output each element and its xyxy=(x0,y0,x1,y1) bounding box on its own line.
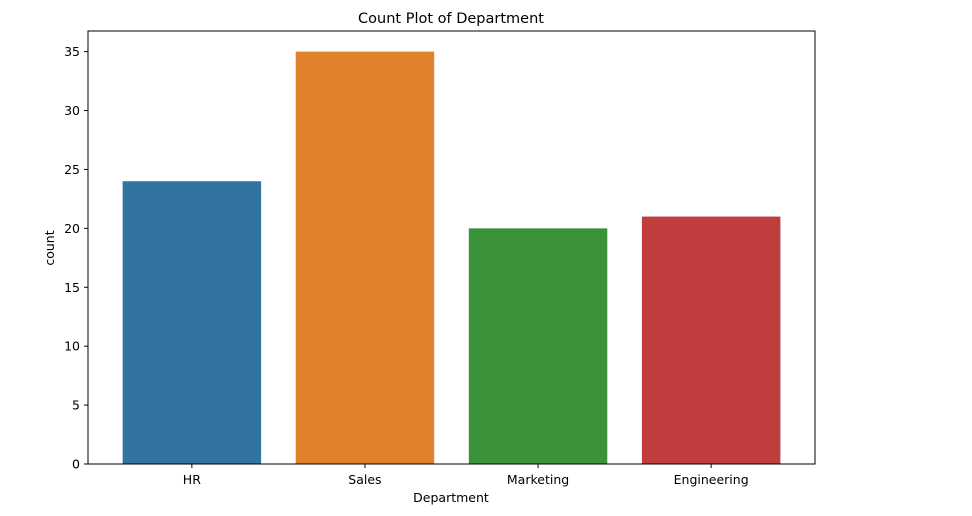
plot-frame xyxy=(87,30,816,465)
x-tick-label: Marketing xyxy=(507,472,569,487)
y-tick-label: 30 xyxy=(64,103,80,118)
y-axis: 0 5 10 15 20 25 30 35 xyxy=(64,44,88,472)
bar-sales xyxy=(295,51,435,464)
y-tick-label: 5 xyxy=(72,398,80,413)
bars-group xyxy=(122,51,781,464)
x-tick-label: HR xyxy=(183,472,201,487)
bar-marketing xyxy=(468,228,608,464)
bar-hr xyxy=(122,181,262,464)
y-tick-label: 0 xyxy=(72,457,80,472)
x-axis-label: Department xyxy=(413,490,489,505)
y-tick-label: 25 xyxy=(64,162,80,177)
bar-engineering xyxy=(641,216,781,464)
y-tick-label: 20 xyxy=(64,221,80,236)
chart-title: Count Plot of Department xyxy=(358,11,544,27)
x-axis: HR Sales Marketing Engineering xyxy=(183,464,749,487)
y-tick-label: 35 xyxy=(64,44,80,59)
x-tick-label: Sales xyxy=(348,472,381,487)
x-tick-label: Engineering xyxy=(674,472,749,487)
y-tick-label: 10 xyxy=(64,339,80,354)
y-tick-label: 15 xyxy=(64,280,80,295)
y-axis-label: count xyxy=(42,230,57,265)
